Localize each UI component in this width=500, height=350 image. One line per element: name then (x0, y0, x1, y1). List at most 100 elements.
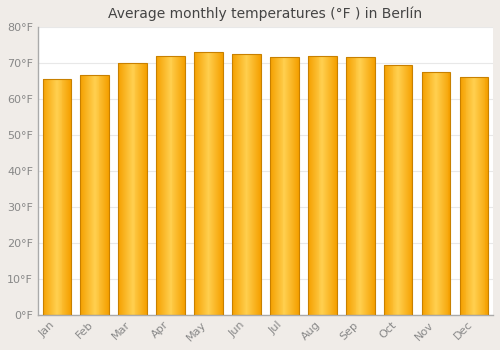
Bar (468, 77, 469, 315)
Bar (435, 72, 436, 315)
Bar (142, 63, 143, 315)
Bar (236, 54, 237, 315)
Bar (198, 52, 199, 315)
Bar (366, 57, 367, 315)
Bar (123, 63, 124, 315)
Bar (385, 65, 386, 315)
Bar (309, 56, 310, 315)
Bar (89, 75, 90, 315)
Bar (369, 57, 370, 315)
Bar (406, 65, 408, 315)
Bar (105, 75, 106, 315)
Bar (52, 79, 53, 315)
Bar (288, 57, 289, 315)
Bar (437, 72, 438, 315)
Bar (132, 63, 134, 315)
Bar (165, 56, 166, 315)
Bar (124, 63, 125, 315)
Bar (479, 77, 480, 315)
Bar (106, 75, 107, 315)
Bar (179, 56, 180, 315)
Bar (486, 77, 488, 315)
Bar (282, 57, 284, 315)
Bar (386, 65, 387, 315)
Bar (275, 57, 276, 315)
Bar (320, 56, 322, 315)
Bar (334, 56, 336, 315)
Bar (350, 57, 351, 315)
Bar (476, 77, 477, 315)
Bar (46, 79, 48, 315)
Bar (218, 52, 219, 315)
Bar (436, 72, 437, 315)
Bar (183, 56, 184, 315)
Bar (246, 54, 248, 315)
Bar (219, 52, 220, 315)
Bar (144, 63, 145, 315)
Bar (48, 79, 49, 315)
Bar (91, 75, 92, 315)
Bar (446, 72, 448, 315)
Bar (278, 57, 280, 315)
Bar (390, 65, 392, 315)
Bar (159, 56, 160, 315)
Bar (51, 79, 52, 315)
Bar (271, 57, 272, 315)
Bar (326, 56, 327, 315)
Bar (197, 52, 198, 315)
Bar (294, 57, 295, 315)
Bar (87, 75, 88, 315)
Bar (405, 65, 406, 315)
Bar (295, 57, 296, 315)
Bar (270, 57, 271, 315)
Bar (50, 79, 51, 315)
Bar (324, 56, 325, 315)
Bar (270, 57, 298, 315)
Bar (360, 57, 361, 315)
Bar (351, 57, 352, 315)
Bar (259, 54, 260, 315)
Bar (214, 52, 215, 315)
Bar (482, 77, 484, 315)
Bar (85, 75, 86, 315)
Bar (410, 65, 412, 315)
Bar (370, 57, 372, 315)
Bar (470, 77, 471, 315)
Bar (290, 57, 291, 315)
Bar (277, 57, 278, 315)
Bar (232, 54, 233, 315)
Bar (180, 56, 181, 315)
Bar (408, 65, 410, 315)
Bar (58, 79, 59, 315)
Bar (56, 79, 57, 315)
Bar (316, 56, 318, 315)
Bar (57, 79, 58, 315)
Bar (194, 52, 223, 315)
Bar (480, 77, 482, 315)
Bar (346, 57, 374, 315)
Bar (293, 57, 294, 315)
Bar (364, 57, 365, 315)
Bar (322, 56, 324, 315)
Bar (274, 57, 275, 315)
Bar (394, 65, 396, 315)
Bar (244, 54, 246, 315)
Bar (212, 52, 214, 315)
Bar (362, 57, 363, 315)
Bar (396, 65, 398, 315)
Bar (178, 56, 179, 315)
Bar (258, 54, 259, 315)
Bar (204, 52, 206, 315)
Bar (358, 57, 360, 315)
Bar (255, 54, 256, 315)
Bar (442, 72, 443, 315)
Bar (82, 75, 84, 315)
Bar (221, 52, 222, 315)
Bar (253, 54, 254, 315)
Bar (464, 77, 466, 315)
Bar (164, 56, 165, 315)
Bar (400, 65, 401, 315)
Bar (239, 54, 240, 315)
Bar (145, 63, 146, 315)
Bar (387, 65, 388, 315)
